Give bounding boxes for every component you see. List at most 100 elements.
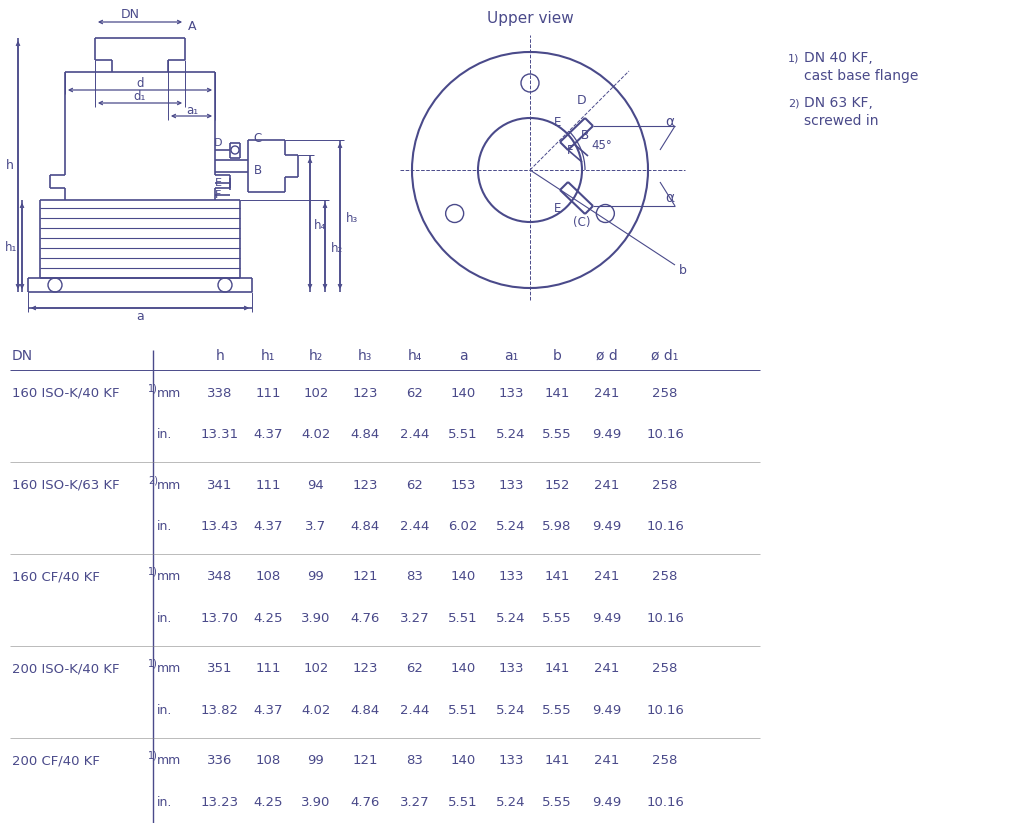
Text: 4.02: 4.02 (301, 704, 331, 717)
Text: Upper view: Upper view (486, 11, 573, 26)
Text: D: D (577, 94, 586, 106)
Text: 5.51: 5.51 (448, 611, 478, 625)
Text: 153: 153 (450, 478, 476, 491)
Text: 338: 338 (207, 387, 233, 399)
Text: 133: 133 (498, 663, 524, 676)
Text: D: D (213, 138, 222, 148)
Text: 99: 99 (307, 570, 325, 584)
Text: 13.70: 13.70 (201, 611, 239, 625)
Text: 4.25: 4.25 (253, 796, 283, 809)
Text: 1): 1) (148, 383, 158, 393)
Text: 5.51: 5.51 (448, 704, 478, 717)
Text: 2.44: 2.44 (400, 428, 430, 441)
Text: E: E (554, 202, 562, 215)
Text: 2): 2) (788, 98, 800, 108)
Text: 5.24: 5.24 (496, 611, 526, 625)
Text: F: F (214, 190, 221, 200)
Text: α: α (665, 115, 674, 129)
Text: a₁: a₁ (186, 104, 198, 117)
Text: 133: 133 (498, 570, 524, 584)
Text: 13.43: 13.43 (201, 520, 239, 533)
Text: 241: 241 (594, 755, 620, 768)
Text: 4.02: 4.02 (301, 428, 331, 441)
Text: 160 ISO-K/40 KF: 160 ISO-K/40 KF (12, 387, 119, 399)
Text: 123: 123 (352, 387, 378, 399)
Text: 9.49: 9.49 (592, 796, 622, 809)
Text: 99: 99 (307, 755, 325, 768)
Text: 5.51: 5.51 (448, 428, 478, 441)
Text: E: E (554, 115, 562, 128)
Text: α: α (665, 191, 674, 205)
Text: 111: 111 (255, 387, 281, 399)
Text: b: b (553, 349, 561, 363)
Text: 5.98: 5.98 (542, 520, 571, 533)
Text: in.: in. (157, 428, 172, 441)
Text: 108: 108 (256, 755, 281, 768)
Text: 133: 133 (498, 387, 524, 399)
Text: 83: 83 (406, 755, 424, 768)
Text: 123: 123 (352, 478, 378, 491)
Text: h₄: h₄ (313, 218, 327, 231)
Text: 141: 141 (544, 387, 569, 399)
Text: 351: 351 (207, 663, 233, 676)
Text: 258: 258 (652, 478, 677, 491)
Text: 133: 133 (498, 478, 524, 491)
Text: 111: 111 (255, 478, 281, 491)
Text: 348: 348 (207, 570, 233, 584)
Text: d: d (136, 77, 144, 90)
Text: 9.49: 9.49 (592, 611, 622, 625)
Text: 10.16: 10.16 (646, 796, 683, 809)
Text: B: B (254, 164, 262, 176)
Text: B: B (581, 128, 589, 142)
Text: a₁: a₁ (503, 349, 518, 363)
Text: 45°: 45° (591, 138, 613, 151)
Text: 5.24: 5.24 (496, 428, 526, 441)
Text: 5.55: 5.55 (542, 704, 572, 717)
Text: 2.44: 2.44 (400, 520, 430, 533)
Text: 141: 141 (544, 570, 569, 584)
Text: h: h (6, 159, 14, 171)
Text: 200 ISO-K/40 KF: 200 ISO-K/40 KF (12, 663, 119, 676)
Text: 200 CF/40 KF: 200 CF/40 KF (12, 755, 100, 768)
Text: 9.49: 9.49 (592, 704, 622, 717)
Text: h₁: h₁ (5, 240, 17, 253)
Text: 5.24: 5.24 (496, 520, 526, 533)
Text: h₁: h₁ (261, 349, 275, 363)
Text: 4.76: 4.76 (351, 796, 380, 809)
Text: b: b (679, 263, 686, 277)
Text: 258: 258 (652, 570, 677, 584)
Text: 9.49: 9.49 (592, 428, 622, 441)
Text: 121: 121 (352, 570, 378, 584)
Text: 140: 140 (450, 755, 475, 768)
Text: in.: in. (157, 796, 172, 809)
Text: E: E (214, 178, 221, 188)
Text: 336: 336 (207, 755, 233, 768)
Text: 108: 108 (256, 570, 281, 584)
Text: 83: 83 (406, 570, 424, 584)
Text: 62: 62 (406, 478, 424, 491)
Text: DN: DN (12, 349, 33, 363)
Text: 3.90: 3.90 (301, 611, 331, 625)
Text: in.: in. (157, 611, 172, 625)
Text: 258: 258 (652, 387, 677, 399)
Text: 6.02: 6.02 (448, 520, 477, 533)
Text: mm: mm (157, 570, 181, 584)
Text: 4.84: 4.84 (351, 520, 379, 533)
Text: 241: 241 (594, 478, 620, 491)
Text: h₃: h₃ (358, 349, 372, 363)
Text: h: h (215, 349, 224, 363)
Text: 1): 1) (148, 751, 158, 761)
Text: 5.24: 5.24 (496, 704, 526, 717)
Text: 258: 258 (652, 755, 677, 768)
Text: 160 ISO-K/63 KF: 160 ISO-K/63 KF (12, 478, 119, 491)
Text: 1): 1) (148, 659, 158, 669)
Text: a: a (136, 309, 144, 323)
Text: 4.84: 4.84 (351, 428, 379, 441)
Text: 62: 62 (406, 387, 424, 399)
Text: 152: 152 (544, 478, 570, 491)
Text: F: F (567, 143, 573, 156)
Text: 4.37: 4.37 (253, 520, 283, 533)
Text: 3.27: 3.27 (400, 611, 430, 625)
Text: 140: 140 (450, 663, 475, 676)
Text: in.: in. (157, 704, 172, 717)
